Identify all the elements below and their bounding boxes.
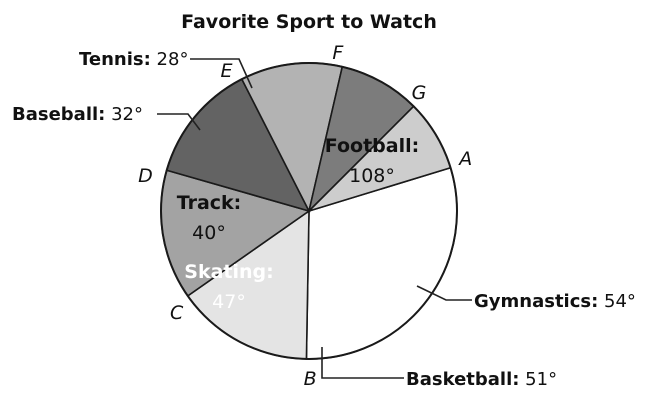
point-label-g: G: [412, 82, 427, 104]
point-label-a: A: [457, 148, 472, 170]
slice-label-track-value: 40°: [192, 222, 226, 244]
slice-label-football-name: Football:: [325, 135, 419, 157]
leader-line-tennis: [190, 58, 253, 89]
point-label-b: B: [304, 368, 317, 390]
pie-outline: [160, 62, 458, 360]
leader-line-baseball: [157, 113, 201, 131]
point-label-d: D: [138, 165, 153, 187]
slice-label-tennis: Tennis: 28°: [79, 49, 188, 70]
slice-label-skating-name: Skating:: [184, 261, 273, 283]
leader-line-basketball: [321, 347, 404, 379]
slice-label-basketball: Basketball: 51°: [406, 369, 557, 390]
leader-line-gymnastics: [416, 285, 472, 301]
chart-title: Favorite Sport to Watch: [181, 11, 437, 33]
slice-label-track-name: Track:: [177, 192, 242, 214]
slice-label-gymnastics: Gymnastics: 54°: [474, 291, 636, 312]
slice-label-skating-value: 47°: [212, 291, 246, 313]
slice-label-football-value: 108°: [349, 165, 395, 187]
point-label-e: E: [220, 60, 232, 82]
point-label-f: F: [332, 42, 344, 64]
point-label-c: C: [170, 302, 184, 324]
slice-label-baseball: Baseball: 32°: [12, 104, 143, 125]
